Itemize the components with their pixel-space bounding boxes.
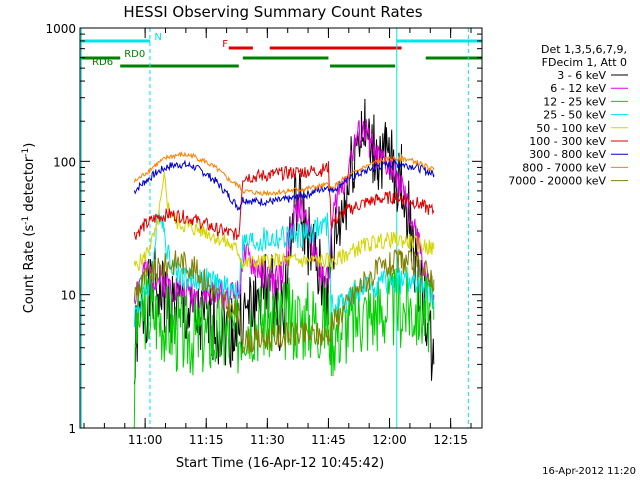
- y-tick-label-2: 100: [53, 155, 76, 169]
- y-axis-label-mid: detector: [22, 156, 37, 216]
- legend-label-7: 800 - 7000 keV: [522, 161, 606, 174]
- y-tick-label-0: 1: [68, 422, 76, 436]
- y-axis-label-sup: -1: [21, 216, 31, 225]
- legend-label-0: 3 - 6 keV: [557, 69, 606, 82]
- y-tick-label-3: 1000: [45, 22, 76, 36]
- x-tick-label-4: 12:00: [372, 433, 407, 447]
- series-line-2: [133, 266, 435, 429]
- series-line-6: [133, 159, 435, 211]
- legend-header-line-1: Det 1,3,5,6,7,9,: [541, 43, 627, 56]
- series-line-8: [133, 248, 435, 355]
- legend-label-3: 25 - 50 keV: [543, 109, 606, 122]
- legend: Det 1,3,5,6,7,9, FDecim 1, Att 0 3 - 6 k…: [508, 43, 628, 188]
- x-tick-label-1: 11:15: [189, 433, 224, 447]
- flag-label-n: N: [154, 32, 161, 43]
- flag-label-f: F: [222, 39, 228, 50]
- x-axis: 11:00 11:15 11:30 11:45 12:00 12:15: [83, 28, 472, 447]
- legend-label-4: 50 - 100 keV: [536, 122, 606, 135]
- legend-label-6: 300 - 800 keV: [529, 148, 606, 161]
- y-axis: 1 10 100 1000: [45, 22, 482, 436]
- x-tick-label-2: 11:30: [250, 433, 285, 447]
- y-axis-label-main: Count Rate (s: [22, 225, 37, 314]
- y-tick-label-1: 10: [61, 289, 76, 303]
- x-tick-label-5: 12:15: [433, 433, 468, 447]
- flag-label-rd0: RD0: [124, 49, 145, 60]
- footer-date: 16-Apr-2012 11:20: [542, 466, 636, 477]
- y-axis-label-sup2: -1: [21, 148, 31, 157]
- chart-title: HESSI Observing Summary Count Rates: [123, 3, 422, 21]
- x-axis-label: Start Time (16-Apr-12 10:45:42): [176, 456, 384, 471]
- x-tick-label-3: 11:45: [311, 433, 346, 447]
- legend-label-8: 7000 - 20000 keV: [508, 175, 606, 188]
- legend-header-line-2: FDecim 1, Att 0: [542, 56, 627, 69]
- series-line-4: [133, 171, 435, 272]
- time-markers: [80, 28, 469, 428]
- flag-label-rd6: RD6: [92, 57, 113, 68]
- series-line-3: [133, 209, 435, 328]
- observing-flags: N F RD0 RD6: [80, 32, 482, 68]
- series-lines: [133, 98, 435, 429]
- legend-label-1: 6 - 12 keV: [550, 82, 606, 95]
- x-tick-label-0: 11:00: [128, 433, 163, 447]
- legend-label-2: 12 - 25 keV: [543, 95, 606, 108]
- plot-frame: [79, 27, 483, 429]
- series-line-7: [133, 150, 435, 197]
- y-axis-label-end: ): [22, 143, 37, 148]
- y-axis-label: Count Rate (s-1 detector-1): [21, 143, 37, 314]
- legend-label-5: 100 - 300 keV: [529, 135, 606, 148]
- series-line-5: [133, 161, 435, 241]
